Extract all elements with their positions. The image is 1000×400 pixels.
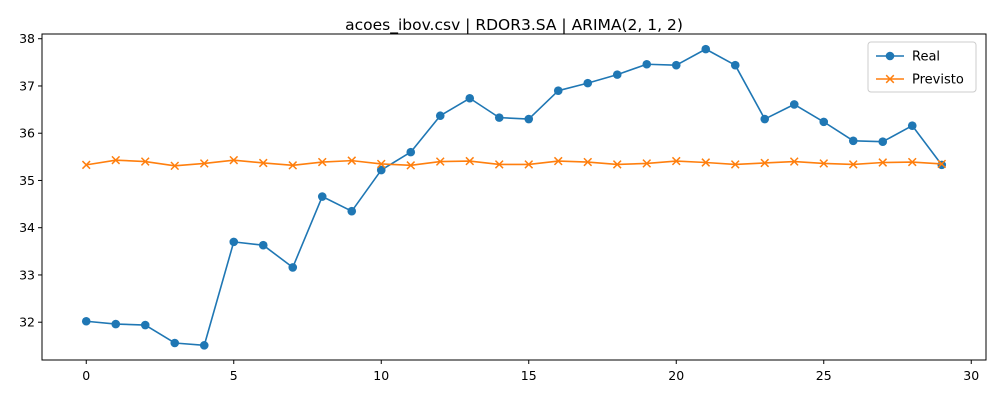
legend-label: Previsto: [912, 73, 964, 88]
legend-marker: [885, 74, 895, 84]
data-point-real: [907, 121, 917, 130]
series-previsto: [81, 155, 947, 171]
series-line-previsto: [86, 159, 942, 167]
data-point-previsto: [730, 160, 740, 169]
data-point-real: [730, 60, 740, 70]
data-point-real: [199, 341, 209, 350]
series-layer: [81, 44, 947, 350]
y-tick-label: 38: [19, 31, 35, 46]
axes-layer: 0 5 10 15 20 25 30 32 33 34 35 36 37 38: [19, 31, 979, 383]
data-point-real: [583, 78, 593, 88]
data-point-real: [81, 316, 91, 326]
data-point-real: [671, 60, 681, 70]
data-point-real: [435, 111, 445, 121]
y-tick-label: 32: [19, 315, 35, 330]
data-point-previsto: [524, 160, 534, 169]
data-point-real: [229, 237, 239, 247]
y-tick-label: 37: [19, 78, 35, 93]
data-point-previsto: [406, 161, 416, 170]
x-tick-label: 10: [373, 368, 389, 383]
data-point-previsto: [819, 159, 829, 168]
data-point-real: [760, 114, 770, 124]
data-point-previsto: [907, 157, 917, 167]
x-tick-label: 15: [521, 368, 537, 383]
data-point-real: [376, 165, 386, 175]
data-point-previsto: [170, 161, 180, 171]
data-point-real: [111, 319, 121, 329]
x-tick-label: 20: [668, 368, 684, 383]
data-point-real: [140, 320, 150, 330]
data-point-previsto: [199, 159, 209, 168]
x-tick-label: 0: [82, 368, 90, 383]
data-point-previsto: [937, 159, 947, 169]
legend-marker: [885, 51, 895, 61]
data-point-previsto: [258, 158, 268, 168]
data-point-previsto: [435, 157, 445, 166]
plot-area: [42, 34, 986, 360]
series-real: [81, 44, 947, 350]
legend-label: Real: [912, 50, 940, 65]
data-point-previsto: [789, 157, 799, 166]
data-point-previsto: [553, 156, 563, 166]
data-point-previsto: [111, 155, 121, 165]
data-point-previsto: [878, 158, 888, 167]
data-point-real: [347, 206, 357, 216]
y-tick-label: 35: [19, 173, 35, 188]
data-point-previsto: [642, 159, 652, 168]
data-point-real: [701, 44, 711, 54]
data-point-real: [406, 147, 416, 157]
y-tick-label: 33: [19, 267, 35, 282]
data-point-real: [789, 100, 799, 109]
data-point-previsto: [612, 160, 622, 169]
data-point-real: [878, 137, 888, 147]
data-point-previsto: [347, 156, 357, 165]
y-tick-label: 34: [19, 220, 35, 235]
data-point-previsto: [376, 159, 386, 169]
data-point-real: [170, 338, 180, 348]
x-tick-label: 5: [230, 368, 238, 383]
data-point-real: [819, 117, 829, 127]
data-point-previsto: [317, 157, 327, 167]
data-point-real: [465, 93, 475, 103]
legend: Real Previsto: [867, 41, 977, 93]
data-point-real: [848, 136, 858, 146]
data-point-previsto: [848, 160, 858, 169]
data-point-real: [288, 263, 298, 272]
data-point-previsto: [229, 155, 239, 165]
data-point-real: [553, 86, 563, 95]
data-point-previsto: [671, 156, 681, 166]
data-point-previsto: [494, 160, 504, 169]
data-point-previsto: [288, 161, 298, 170]
plot-frame: [41, 33, 987, 361]
y-tick-label: 36: [19, 126, 35, 141]
data-point-real: [524, 114, 534, 124]
data-point-previsto: [760, 158, 770, 168]
data-point-real: [642, 59, 652, 69]
data-point-previsto: [140, 157, 150, 166]
data-point-previsto: [583, 157, 593, 167]
data-point-previsto: [465, 156, 475, 166]
data-point-real: [494, 113, 504, 122]
data-point-previsto: [701, 158, 711, 167]
x-tick-label: 25: [816, 368, 832, 383]
series-line-real: [86, 48, 943, 347]
chart-title: acoes_ibov.csv | RDOR3.SA | ARIMA(2, 1, …: [345, 16, 683, 35]
data-point-previsto: [81, 160, 91, 170]
data-point-real: [317, 192, 327, 201]
x-tick-label: 30: [963, 368, 979, 383]
data-point-real: [612, 70, 622, 79]
data-point-real: [258, 240, 268, 250]
